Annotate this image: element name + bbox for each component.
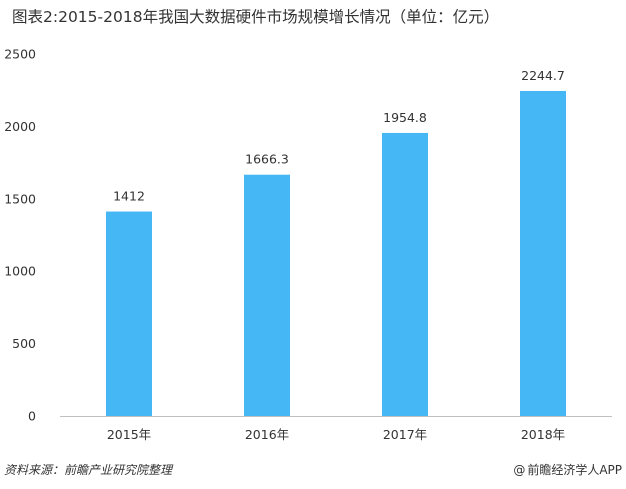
- bar: [106, 211, 152, 416]
- y-tick-label: 1500: [4, 191, 36, 206]
- bar-series: [106, 90, 566, 417]
- y-tick-label: 2000: [4, 119, 36, 134]
- bar-value-label: 1954.8: [383, 110, 427, 125]
- y-tick-label: 500: [12, 336, 36, 351]
- data-labels: 1412 1666.3 1954.8 2244.7: [113, 68, 565, 204]
- y-tick-label: 2500: [4, 47, 36, 62]
- bar: [520, 90, 566, 416]
- brand-credit: @ 前瞻经济学人APP: [513, 458, 622, 482]
- source-note: 资料来源：前瞻产业研究院整理: [4, 463, 173, 477]
- bar: [382, 132, 428, 417]
- bar-chart: 0 500 1000 1500 2000 2500 1412 1666.3 1954.8 224…: [4, 47, 612, 442]
- chart-title: 图表2:2015-2018年我国大数据硬件市场规模增长情况（单位：亿元）: [12, 8, 500, 26]
- y-axis-ticks: 0 500 1000 1500 2000 2500: [4, 47, 36, 424]
- bar-value-label: 2244.7: [521, 68, 565, 83]
- y-tick-label: 0: [28, 409, 36, 424]
- footer: 资料来源：前瞻产业研究院整理 @ 前瞻经济学人APP: [0, 458, 626, 482]
- x-tick-label: 2016年: [245, 427, 289, 442]
- bar-value-label: 1412: [113, 189, 145, 204]
- at-icon: @: [513, 463, 526, 477]
- bar-value-label: 1666.3: [245, 152, 289, 167]
- x-axis-ticks: 2015年 2016年 2017年 2018年: [107, 427, 565, 442]
- y-tick-label: 1000: [4, 264, 36, 279]
- x-tick-label: 2015年: [107, 427, 151, 442]
- x-tick-label: 2018年: [521, 427, 565, 442]
- brand-name: 前瞻经济学人APP: [527, 463, 622, 477]
- bar: [244, 174, 290, 416]
- x-tick-label: 2017年: [383, 427, 427, 442]
